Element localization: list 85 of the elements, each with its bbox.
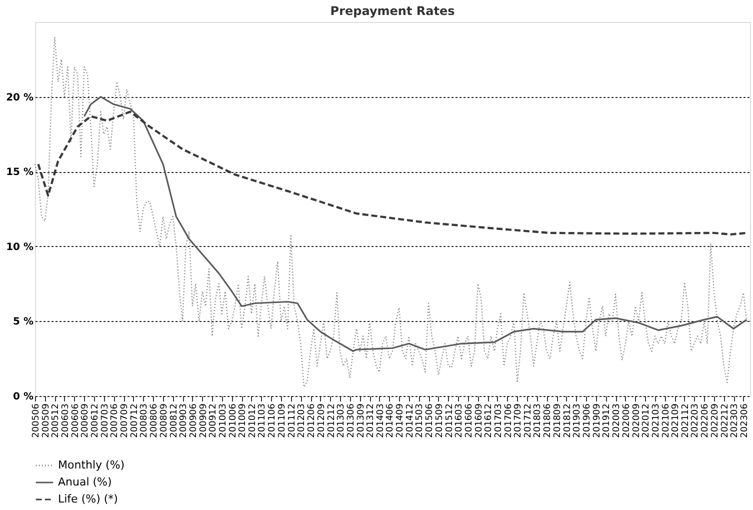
x-tick-label: 200603 [60, 404, 71, 438]
x-tick-label: 200912 [208, 404, 219, 438]
x-tick-label: 202306 [740, 403, 750, 438]
x-tick-label: 201406 [386, 403, 396, 438]
x-tick-label: 201909 [592, 403, 602, 438]
y-tick-label: 0 % [13, 392, 34, 402]
x-tick-label: 201503 [415, 404, 426, 438]
x-tick-label: 202212 [720, 404, 730, 438]
x-tick-label: 202303 [730, 404, 740, 438]
y-tick-label: 20 % [6, 92, 34, 104]
x-tick-label: 201712 [524, 404, 534, 438]
chart-title: Prepayment Rates [330, 4, 455, 18]
x-tick-label: 201112 [287, 404, 298, 438]
x-tick-label: 202006 [622, 403, 632, 438]
x-tick-label: 201309 [356, 403, 366, 438]
x-tick-label: 200803 [140, 404, 150, 438]
x-tick-label: 200506 [32, 403, 42, 438]
x-tick-label: 202003 [612, 404, 622, 438]
x-tick-label: 201809 [553, 403, 564, 438]
x-tick-label: 201106 [268, 403, 278, 438]
line-series [37, 110, 748, 236]
x-tick-label: 201009 [238, 403, 248, 438]
x-tick-label: 201109 [278, 403, 288, 438]
y-tick-label: 15 % [6, 167, 34, 178]
x-tick-label: 202109 [671, 403, 682, 438]
legend-label: Anual (%) [58, 476, 112, 488]
x-tick-label: 202106 [661, 403, 672, 438]
x-tick-label: 200612 [90, 404, 101, 438]
y-tick-label: 10 % [6, 242, 34, 253]
x-tick-label: 200806 [150, 403, 160, 438]
x-tick-label: 201703 [494, 404, 504, 438]
x-tick-label: 201606 [464, 403, 474, 438]
x-tick-label: 200509 [41, 403, 52, 438]
x-tick-label: 201509 [434, 403, 445, 438]
y-tick-label: 5 % [13, 316, 34, 328]
x-tick-label: 201903 [572, 404, 583, 438]
x-tick-label: 200903 [179, 404, 190, 438]
x-tick-label: 200906 [188, 403, 199, 438]
x-tick-label: 200909 [198, 403, 209, 438]
x-tick-label: 201506 [425, 403, 436, 438]
x-tick-label: 201203 [297, 404, 308, 438]
line-series [83, 96, 748, 352]
x-tick-label: 201512 [444, 404, 455, 438]
x-tick-label: 201709 [514, 403, 524, 438]
x-tick-label: 201312 [366, 404, 376, 438]
x-tick-label: 201212 [326, 404, 337, 438]
x-tick-label: 201206 [307, 403, 318, 438]
x-tick-label: 202012 [642, 404, 652, 438]
x-tick-label: 201806 [543, 403, 554, 438]
x-tick-label: 201603 [454, 404, 465, 438]
x-tick-label: 200809 [160, 403, 170, 438]
x-tick-label: 202103 [651, 404, 662, 438]
x-tick-label: 200706 [110, 403, 120, 438]
x-tick-label: 201306 [346, 403, 356, 438]
x-tick-label: 200709 [120, 403, 130, 438]
line-series [34, 36, 751, 388]
x-tick-label: 200703 [100, 404, 110, 438]
legend-label: Life (%) (*) [58, 492, 118, 506]
x-tick-label: 201003 [218, 404, 228, 438]
x-tick-label: 202209 [710, 403, 721, 438]
x-tick-label: 202203 [690, 404, 701, 438]
x-tick-label: 200512 [51, 404, 62, 438]
x-tick-label: 201612 [484, 404, 494, 438]
legend-label: Monthly (%) [58, 458, 125, 472]
x-tick-label: 201906 [582, 403, 592, 438]
x-tick-label: 201812 [562, 404, 573, 438]
x-tick-label: 201209 [316, 403, 327, 438]
x-tick-label: 202009 [632, 403, 642, 438]
x-tick-label: 200609 [80, 403, 91, 438]
x-tick-label: 201303 [336, 404, 346, 438]
x-tick-label: 201803 [533, 404, 544, 438]
x-tick-label: 200812 [169, 404, 180, 438]
x-tick-label: 201412 [405, 404, 416, 438]
x-tick-label: 200712 [130, 404, 140, 438]
x-tick-label: 202112 [680, 404, 691, 438]
x-tick-label: 201706 [504, 403, 514, 438]
x-tick-label: 202206 [700, 403, 711, 438]
x-tick-label: 201609 [474, 403, 484, 438]
x-tick-label: 201006 [228, 403, 238, 438]
x-tick-label: 201012 [248, 404, 258, 438]
x-tick-label: 201103 [258, 404, 268, 438]
x-tick-label: 201403 [376, 404, 386, 438]
x-tick-label: 200606 [70, 403, 81, 438]
x-tick-label: 201912 [602, 404, 612, 438]
x-tick-label: 201409 [396, 403, 406, 438]
